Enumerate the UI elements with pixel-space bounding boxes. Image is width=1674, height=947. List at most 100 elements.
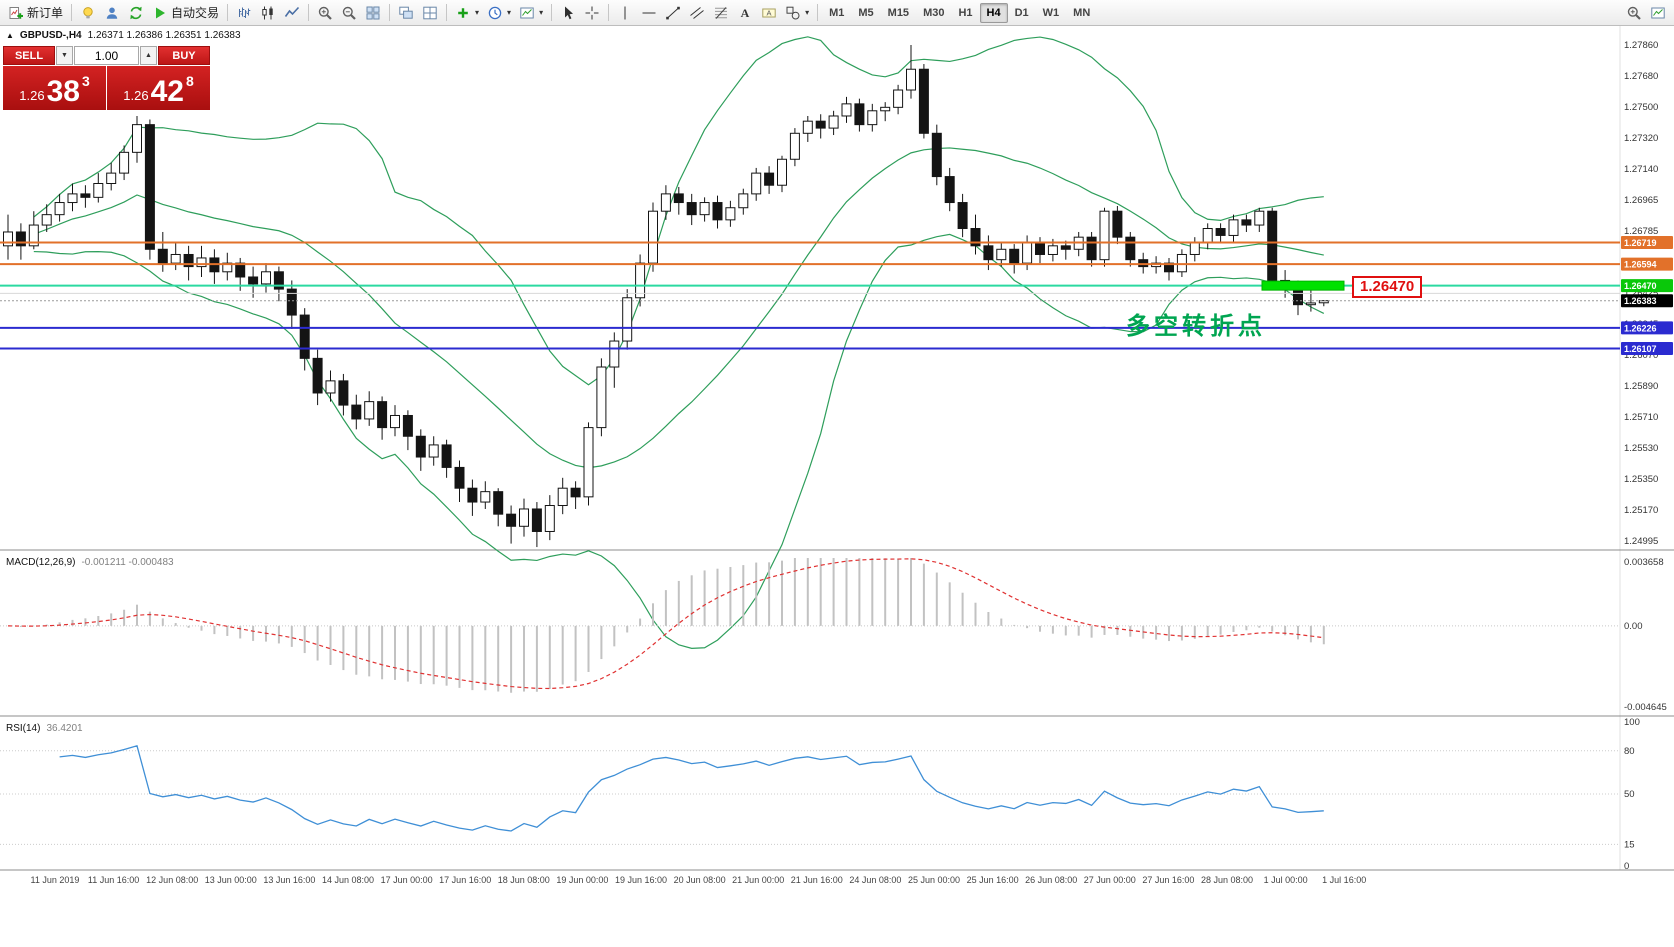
timeframe-m15-button[interactable]: M15	[887, 6, 910, 19]
refresh-button[interactable]	[124, 2, 148, 24]
bar-chart-mode-button[interactable]	[232, 2, 256, 24]
rsi-label: RSI(14) 36.4201	[6, 723, 83, 734]
svg-text:28 Jun 08:00: 28 Jun 08:00	[1201, 875, 1253, 885]
volume-up-button[interactable]: ▲	[140, 46, 157, 65]
svg-text:1.26070: 1.26070	[1624, 350, 1658, 361]
svg-text:0.00: 0.00	[1624, 621, 1643, 632]
ohlc-values: 1.26371 1.26386 1.26351 1.26383	[87, 30, 241, 41]
crosshair-tool-button[interactable]	[580, 2, 604, 24]
channel-icon	[689, 5, 705, 21]
channel-tool-button[interactable]	[685, 2, 709, 24]
svg-text:1 Jul 16:00: 1 Jul 16:00	[1322, 875, 1366, 885]
period-selector-button[interactable]: ▾	[483, 2, 515, 24]
crosshair-icon	[584, 5, 600, 21]
buy-price-display[interactable]: 1.26 42 8	[107, 66, 210, 110]
svg-text:12 Jun 08:00: 12 Jun 08:00	[146, 875, 198, 885]
timeframe-d1-button[interactable]: D1	[1014, 6, 1029, 19]
svg-text:1.26785: 1.26785	[1624, 226, 1658, 237]
label-tool-button[interactable]: A	[757, 2, 781, 24]
timeframe-m5-button[interactable]: M5	[858, 6, 874, 19]
rsi-value: 36.4201	[46, 723, 83, 734]
toolbar: 新订单 自动交易 ▾ ▾ ▾ A A ▾ M1 M5 M15 M30 H1 H4 D1 W1 MN	[0, 0, 1674, 26]
autotrading-button[interactable]: 自动交易	[148, 2, 223, 24]
refresh-icon	[128, 5, 144, 21]
new-chart-window-button[interactable]	[1646, 2, 1670, 24]
toolbar-separator	[817, 4, 819, 21]
textA-icon: A	[737, 5, 753, 21]
tile-windows-button[interactable]	[418, 2, 442, 24]
new-order-icon	[8, 5, 24, 21]
volume-down-button[interactable]: ▼	[56, 46, 73, 65]
chart-title: ▲ GBPUSD-,H4 1.26371 1.26386 1.26351 1.2…	[6, 30, 241, 41]
plus-dd-icon	[455, 5, 471, 21]
svg-text:100: 100	[1624, 717, 1640, 728]
arrange-windows-button[interactable]	[394, 2, 418, 24]
shapes-tool-button[interactable]: ▾	[781, 2, 813, 24]
svg-text:21 Jun 16:00: 21 Jun 16:00	[791, 875, 843, 885]
fibonacci-tool-button[interactable]	[709, 2, 733, 24]
chart-canvas[interactable]: 1.27860 1.27680 1.27500 1.27320 1.27140 1.269…	[0, 26, 1674, 947]
timeframe-m30-button[interactable]: M30	[923, 6, 945, 19]
volume-input[interactable]	[74, 46, 139, 65]
svg-text:A: A	[767, 8, 772, 17]
expert-hint-button[interactable]	[76, 2, 100, 24]
template-icon	[519, 5, 535, 21]
svg-text:24 Jun 08:00: 24 Jun 08:00	[849, 875, 901, 885]
svg-text:1.25170: 1.25170	[1624, 505, 1658, 516]
turning-point-annotation: 多空转折点	[1126, 312, 1266, 340]
buy-button[interactable]: BUY	[158, 46, 210, 65]
svg-text:19 Jun 00:00: 19 Jun 00:00	[556, 875, 608, 885]
line-chart-mode-button[interactable]	[280, 2, 304, 24]
sell-button[interactable]: SELL	[3, 46, 55, 65]
horizontal-line-tool-button[interactable]	[637, 2, 661, 24]
svg-text:25 Jun 16:00: 25 Jun 16:00	[967, 875, 1019, 885]
add-indicator-button[interactable]: ▾	[451, 2, 483, 24]
label-icon: A	[761, 5, 777, 21]
auto-arrange-button[interactable]	[361, 2, 385, 24]
vertical-line-tool-button[interactable]	[613, 2, 637, 24]
price-axis: 1.27860 1.27680 1.27500 1.27320 1.27140 1.269…	[1624, 40, 1658, 547]
grid-icon	[365, 5, 381, 21]
svg-text:21 Jun 00:00: 21 Jun 00:00	[732, 875, 784, 885]
cursor-tool-button[interactable]	[556, 2, 580, 24]
timeframe-mn-button[interactable]: MN	[1073, 6, 1091, 19]
template-selector-button[interactable]: ▾	[515, 2, 547, 24]
tile-icon	[422, 5, 438, 21]
new-order-button[interactable]: 新订单	[4, 2, 67, 24]
zoom-in-icon	[1626, 5, 1642, 21]
clock-icon	[487, 5, 503, 21]
svg-text:A: A	[741, 6, 750, 20]
svg-text:1.25710: 1.25710	[1624, 412, 1658, 423]
toolbar-right-group	[1622, 2, 1670, 24]
trendline-tool-button[interactable]	[661, 2, 685, 24]
rsi-name: RSI(14)	[6, 723, 41, 734]
profile-button[interactable]	[100, 2, 124, 24]
autotrading-label: 自动交易	[171, 6, 220, 20]
rsi-line	[59, 744, 1324, 832]
svg-text:1.26470: 1.26470	[1624, 281, 1657, 291]
sell-price-display[interactable]: 1.26 38 3	[3, 66, 106, 110]
svg-text:1.24995: 1.24995	[1624, 536, 1658, 547]
candles-icon	[260, 5, 276, 21]
timeframe-h4-button[interactable]: H4	[979, 2, 1008, 23]
svg-text:1.27140: 1.27140	[1624, 164, 1658, 175]
zoom-out-button[interactable]	[337, 2, 361, 24]
template-icon	[1650, 5, 1666, 21]
zoom-window-button[interactable]	[1622, 2, 1646, 24]
text-tool-button[interactable]: A	[733, 2, 757, 24]
rsi-panel: 100 80 50 15 0	[0, 717, 1640, 872]
zoom-in-button[interactable]	[313, 2, 337, 24]
bars-icon	[236, 5, 252, 21]
svg-text:1.25350: 1.25350	[1624, 474, 1658, 485]
chevron-down-icon: ▾	[507, 8, 512, 17]
macd-histogram	[19, 558, 1325, 693]
timeframe-h1-button[interactable]: H1	[958, 6, 973, 19]
timeframe-w1-button[interactable]: W1	[1042, 6, 1060, 19]
candle-chart-mode-button[interactable]	[256, 2, 280, 24]
toolbar-separator	[389, 4, 391, 21]
svg-text:13 Jun 16:00: 13 Jun 16:00	[263, 875, 315, 885]
hline-icon	[641, 5, 657, 21]
timeframe-m1-button[interactable]: M1	[829, 6, 845, 19]
svg-text:1.26594: 1.26594	[1624, 260, 1657, 270]
zoom-in-icon	[317, 5, 333, 21]
